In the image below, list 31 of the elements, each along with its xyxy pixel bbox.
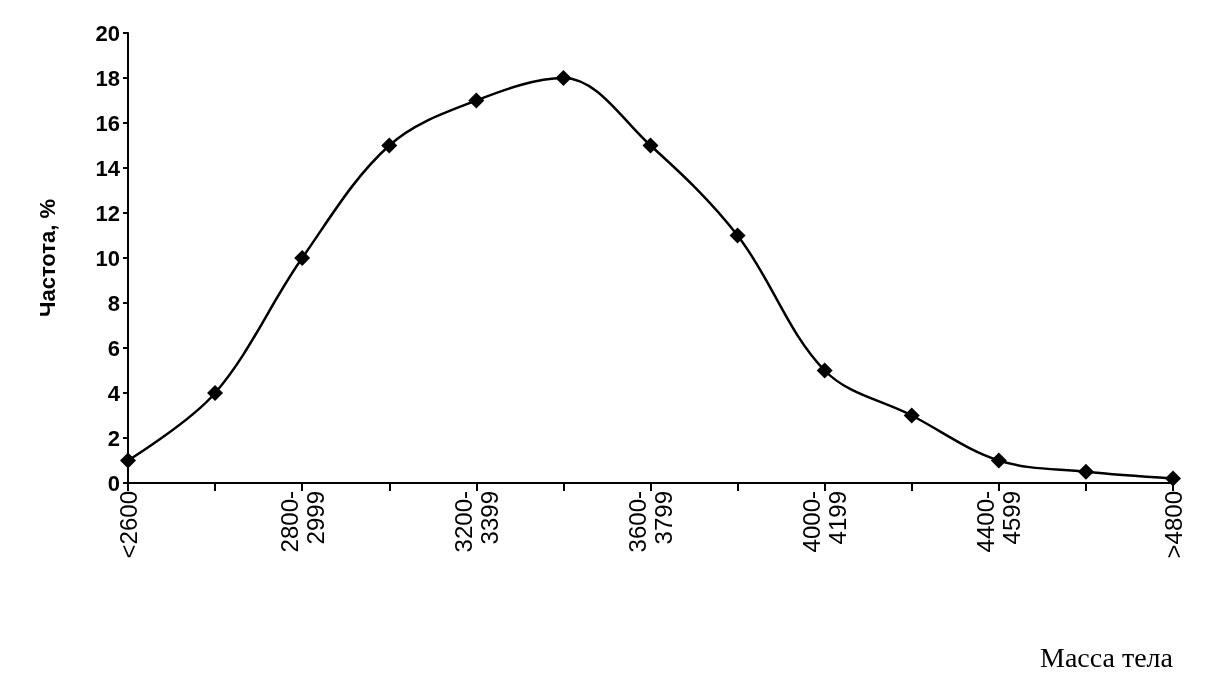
- point: [1077, 463, 1094, 480]
- point: [816, 362, 833, 379]
- x-tick-label: >4800: [1159, 491, 1187, 559]
- point: [642, 137, 659, 154]
- y-tick-label: 6: [107, 335, 120, 361]
- x-axis-title: Масса тела: [1039, 641, 1174, 673]
- point: [468, 92, 485, 109]
- y-axis-title: Частота, %: [34, 198, 60, 318]
- y-tick-label: 14: [95, 155, 121, 181]
- y-tick-label: 4: [107, 380, 121, 406]
- point: [729, 227, 746, 244]
- point: [207, 385, 224, 401]
- y-tick-label: 8: [107, 290, 120, 316]
- y-tick-label: 18: [95, 65, 120, 91]
- point: [990, 452, 1007, 469]
- y-tick-label: 2: [107, 425, 120, 451]
- y-tick-label: 16: [95, 110, 120, 136]
- point: [120, 452, 136, 469]
- x-tick-label: 4000- 4199: [798, 491, 852, 553]
- y-tick-label: 10: [95, 245, 120, 271]
- y-tick-label: 20: [95, 20, 120, 46]
- point: [555, 70, 572, 86]
- point: [903, 407, 920, 424]
- point: [294, 250, 311, 266]
- x-tick-label: 3200- 3399: [449, 491, 503, 553]
- y-tick-label: 12: [95, 200, 120, 226]
- point: [381, 137, 398, 154]
- x-tick-label: 2800- 2999: [275, 491, 329, 553]
- point: [1165, 470, 1181, 487]
- x-tick-label: 4400- 4599: [972, 491, 1026, 553]
- x-tick-label: 3600- 3799: [624, 491, 677, 553]
